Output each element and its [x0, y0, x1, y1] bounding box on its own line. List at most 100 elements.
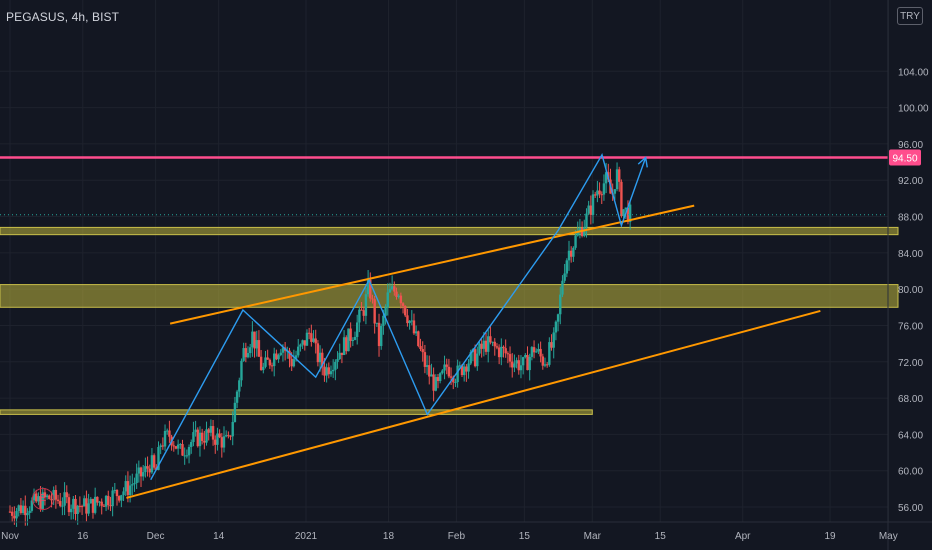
candle-body — [565, 260, 569, 274]
candle-body — [410, 320, 413, 322]
candle-body — [519, 365, 523, 371]
candle-body — [384, 307, 387, 316]
candle-body — [336, 359, 339, 362]
candle-body — [408, 320, 411, 324]
candle-body — [421, 349, 424, 353]
candle-body — [596, 190, 599, 196]
candle-body — [78, 505, 82, 507]
candle-body — [8, 511, 12, 513]
candle-body — [524, 354, 527, 358]
candle-body — [399, 295, 403, 304]
support-zone — [0, 409, 593, 415]
candle-body — [17, 505, 20, 512]
candle-body — [393, 286, 396, 292]
currency-badge[interactable]: TRY — [897, 7, 923, 25]
candle-body — [375, 322, 379, 324]
candle-body — [124, 481, 127, 492]
candle-body — [438, 373, 442, 382]
candle-body — [181, 444, 184, 456]
x-tick-label: 19 — [825, 531, 837, 542]
candle-body — [556, 314, 560, 322]
candle-body — [548, 342, 551, 365]
candle-body — [589, 205, 593, 215]
candle-body — [594, 194, 597, 196]
candle-body — [513, 363, 516, 368]
candle-body — [166, 430, 169, 432]
candle-body — [63, 492, 66, 506]
candle-body — [397, 295, 400, 297]
candle-body — [281, 347, 285, 353]
candle-body — [329, 371, 333, 375]
candle-body — [559, 294, 562, 315]
candle-body — [338, 352, 341, 360]
candle-body — [216, 433, 219, 445]
candle-body — [434, 377, 438, 391]
candle-body — [543, 364, 547, 366]
candle-body — [224, 435, 228, 437]
candle-body — [157, 446, 160, 470]
candle-body — [301, 340, 304, 345]
y-tick-label: 92.00 — [898, 176, 923, 187]
candle-body — [528, 356, 531, 371]
candle-body — [449, 376, 453, 378]
candle-body — [417, 331, 420, 346]
trendline — [126, 309, 821, 499]
x-tick-label: May — [879, 531, 898, 542]
candle-body — [480, 343, 483, 349]
candle-body — [275, 353, 278, 360]
wave-arrowhead — [637, 156, 648, 168]
candle-body — [373, 299, 376, 324]
candle-body — [28, 510, 31, 513]
y-tick-label: 88.00 — [898, 213, 923, 224]
candle-body — [380, 325, 383, 347]
candle-body — [227, 435, 230, 437]
x-tick-label: 16 — [77, 531, 89, 542]
x-tick-label: Dec — [147, 531, 165, 542]
candle-body — [248, 347, 252, 354]
candle-body — [386, 292, 389, 308]
candle-body — [98, 501, 101, 503]
candle-body — [423, 352, 427, 367]
candle-body — [388, 289, 392, 293]
candle-body — [552, 332, 555, 348]
candle-body — [561, 280, 564, 295]
candle-body — [150, 455, 154, 473]
candle-body — [288, 350, 291, 359]
candle-body — [242, 348, 245, 361]
candle-body — [412, 320, 416, 334]
candle-body — [294, 355, 298, 360]
candle-body — [334, 361, 337, 370]
candle-body — [80, 506, 84, 508]
candle-body — [401, 303, 405, 306]
candle-body — [13, 515, 16, 519]
candle-body — [91, 498, 95, 513]
candle-body — [508, 354, 512, 362]
candle-body — [52, 489, 55, 501]
y-tick-label: 84.00 — [898, 249, 923, 260]
candle-body — [563, 273, 566, 281]
candle-body — [200, 432, 204, 441]
candle-body — [462, 366, 466, 376]
candle-body — [628, 204, 632, 222]
candle-body — [502, 346, 505, 349]
candle-body — [131, 484, 134, 486]
candle-body — [360, 309, 363, 311]
candle-body — [447, 366, 451, 377]
candle-body — [262, 366, 265, 371]
candle-body — [454, 382, 457, 384]
candle-body — [371, 298, 374, 300]
candle-body — [353, 336, 357, 340]
candle-body — [120, 495, 123, 501]
candle-body — [205, 429, 208, 443]
candle-body — [626, 207, 630, 222]
candle-body — [104, 495, 108, 507]
candle-body — [345, 337, 348, 352]
candle-body — [578, 228, 582, 232]
candle-body — [126, 481, 130, 496]
y-tick-label: 56.00 — [898, 503, 923, 514]
candle-body — [240, 360, 243, 381]
x-tick-label: 2021 — [295, 531, 318, 542]
earnings-marker[interactable]: E — [32, 488, 54, 510]
candle-body — [491, 341, 494, 343]
